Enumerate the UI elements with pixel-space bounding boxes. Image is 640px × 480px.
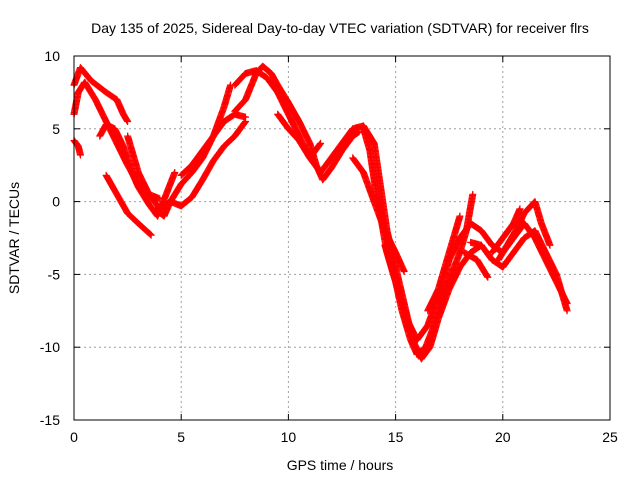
series-track-17 xyxy=(460,249,492,281)
x-tick-label: 0 xyxy=(70,429,78,445)
data-point xyxy=(145,230,153,238)
y-tick-label: -15 xyxy=(40,412,60,428)
data-point xyxy=(469,190,477,198)
data-point xyxy=(124,118,132,126)
data-point xyxy=(400,267,408,275)
x-tick-label: 20 xyxy=(495,429,511,445)
data-point xyxy=(516,205,524,213)
y-tick-label: -10 xyxy=(40,339,60,355)
x-axis: 0 5 10 15 20 25 xyxy=(70,56,618,445)
series-track-5 xyxy=(70,136,84,159)
series-track-4 xyxy=(102,171,155,239)
y-tick-label: 0 xyxy=(52,194,60,210)
data-point xyxy=(242,113,250,121)
x-tick-label: 15 xyxy=(388,429,404,445)
series-track-19 xyxy=(488,205,524,257)
series-track-9 xyxy=(231,62,363,184)
series-track-1 xyxy=(70,64,132,126)
series-track-18 xyxy=(495,198,554,264)
data-point xyxy=(147,231,155,239)
series-track-10 xyxy=(231,67,485,363)
series-track-16 xyxy=(467,227,571,315)
y-tick-label: -5 xyxy=(48,266,61,282)
chart-title: Day 135 of 2025, Sidereal Day-to-day VTE… xyxy=(91,20,589,36)
x-axis-label: GPS time / hours xyxy=(287,457,394,473)
series-track-11 xyxy=(274,110,325,162)
data-point xyxy=(146,230,154,238)
y-axis: -15 -10 -5 0 5 10 xyxy=(40,48,610,428)
y-tick-label: 5 xyxy=(52,121,60,137)
data-point xyxy=(316,140,324,148)
data-point xyxy=(76,151,84,159)
data-point xyxy=(171,168,179,176)
series-track-15 xyxy=(424,212,464,315)
x-tick-label: 10 xyxy=(281,429,297,445)
data-point xyxy=(563,307,571,315)
data-point xyxy=(456,212,464,220)
y-tick-label: 10 xyxy=(44,48,60,64)
x-tick-label: 25 xyxy=(602,429,618,445)
plot-frame xyxy=(73,55,611,421)
data-points xyxy=(70,62,571,363)
series-track-8 xyxy=(177,110,250,179)
y-axis-label: SDTVAR / TECUs xyxy=(6,182,22,294)
data-point xyxy=(546,241,554,249)
data-point xyxy=(484,273,492,281)
data-point xyxy=(317,139,325,147)
x-tick-label: 5 xyxy=(177,429,185,445)
